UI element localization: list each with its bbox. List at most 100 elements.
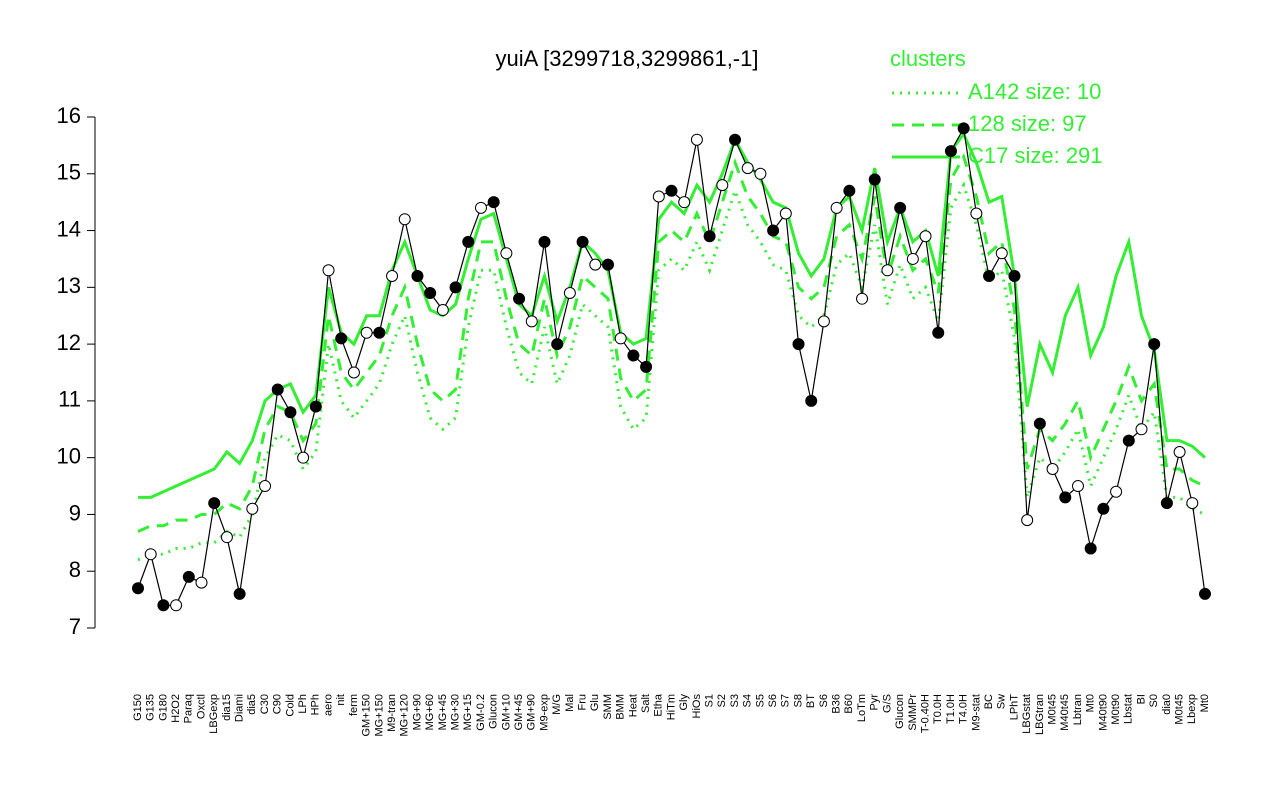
x-tick-label: BT: [805, 694, 817, 708]
x-tick-label: S2: [716, 694, 728, 707]
data-point: [233, 587, 246, 600]
legend-label: A142 size: 10: [968, 79, 1101, 104]
data-point: [1148, 338, 1161, 351]
data-point: [601, 258, 614, 271]
x-tick-label: H2O2: [170, 694, 182, 723]
legend-label: C17 size: 291: [968, 143, 1103, 168]
data-point: [1199, 587, 1211, 600]
x-tick-label: M40t45: [1059, 694, 1071, 731]
data-point: [640, 360, 653, 373]
x-tick-label: Lbtran: [1072, 694, 1084, 725]
y-tick-label: 16: [57, 103, 81, 128]
data-point: [716, 179, 729, 192]
data-point: [347, 366, 360, 379]
data-point: [741, 162, 754, 175]
x-tick-label: nit: [335, 694, 347, 706]
data-point: [551, 338, 564, 351]
data-point: [983, 269, 996, 282]
data-point: [563, 287, 576, 300]
x-tick-label: aero: [322, 694, 334, 716]
data-point: [1173, 445, 1186, 458]
data-point: [474, 201, 487, 214]
y-tick-label: 12: [57, 330, 81, 355]
data-point: [360, 326, 373, 339]
x-tick-label: HPh: [310, 694, 322, 715]
x-tick-label: M/G: [551, 694, 563, 715]
x-tick-label: ferm: [348, 694, 360, 716]
data-point: [1160, 497, 1173, 510]
x-tick-label: M9-exp: [538, 694, 550, 731]
x-tick-label: BI: [1135, 694, 1147, 704]
x-tick-label: T0.0H: [932, 694, 944, 724]
x-tick-label: S5: [754, 694, 766, 707]
data-point: [805, 394, 818, 407]
x-tick-label: LPhT: [1008, 694, 1020, 721]
data-point: [513, 292, 526, 305]
x-tick-label: S6: [818, 694, 830, 707]
data-point: [297, 451, 310, 464]
data-point: [932, 326, 945, 339]
data-point: [132, 582, 144, 595]
data-point: [767, 224, 780, 237]
data-point: [284, 406, 297, 419]
x-tick-label: M40t90: [1097, 694, 1109, 731]
data-point: [271, 383, 284, 396]
x-tick-label: SMM: [602, 694, 614, 720]
x-tick-label: G/S: [881, 694, 893, 713]
data-point: [386, 269, 399, 282]
data-point: [182, 570, 195, 583]
x-tick-label: MG+60: [424, 694, 436, 730]
x-tick-label: Heat: [627, 694, 639, 717]
data-point: [729, 133, 742, 146]
data-point: [779, 207, 792, 220]
data-point: [157, 599, 170, 612]
x-tick-label: HiOs: [691, 694, 703, 719]
data-point: [220, 531, 233, 544]
data-point: [856, 292, 869, 305]
x-tick-label: SMMPr: [907, 694, 919, 731]
x-tick-label: GM+90: [526, 694, 538, 730]
data-point: [424, 287, 437, 300]
data-point: [398, 213, 411, 226]
x-tick-label: Lbstat: [1123, 694, 1135, 724]
x-tick-label: dia5: [246, 694, 258, 715]
data-point: [411, 269, 424, 282]
data-point: [195, 576, 208, 589]
data-point: [678, 196, 691, 209]
data-point: [1110, 485, 1123, 498]
data-point: [665, 184, 678, 197]
x-tick-label: MG+45: [437, 694, 449, 730]
data-point: [690, 133, 703, 146]
y-tick-label: 15: [57, 160, 81, 185]
x-tick-label: S0: [1148, 694, 1160, 707]
x-tick-label: GM+10: [500, 694, 512, 730]
data-point: [1033, 417, 1046, 430]
data-point: [868, 173, 881, 186]
x-tick-label: C90: [272, 694, 284, 714]
data-point: [919, 230, 932, 243]
data-point: [1084, 542, 1097, 555]
x-tick-label: Diami: [234, 694, 246, 722]
x-tick-label: Mt0: [1085, 694, 1097, 712]
x-tick-label: dia0: [1161, 694, 1173, 715]
x-tick-label: S7: [780, 694, 792, 707]
data-point: [208, 497, 221, 510]
data-point: [957, 122, 970, 135]
data-point: [436, 304, 449, 317]
data-point: [627, 349, 640, 362]
data-point: [1186, 497, 1199, 510]
x-tick-label: Glucon: [894, 694, 906, 729]
x-tick-label: Pyr: [869, 694, 881, 711]
chart-title: yuiA [3299718,3299861,-1]: [495, 46, 758, 71]
y-tick-label: 7: [69, 614, 81, 639]
data-point: [944, 145, 957, 158]
data-line: [137, 126, 1206, 606]
data-point: [373, 326, 386, 339]
data-point: [792, 338, 805, 351]
x-tick-label: M0t45: [1046, 694, 1058, 725]
x-tick-label: LBGexp: [208, 694, 220, 734]
x-tick-label: LoTm: [856, 694, 868, 722]
data-point: [170, 599, 183, 612]
data-point: [995, 247, 1008, 260]
data-point: [881, 264, 894, 277]
